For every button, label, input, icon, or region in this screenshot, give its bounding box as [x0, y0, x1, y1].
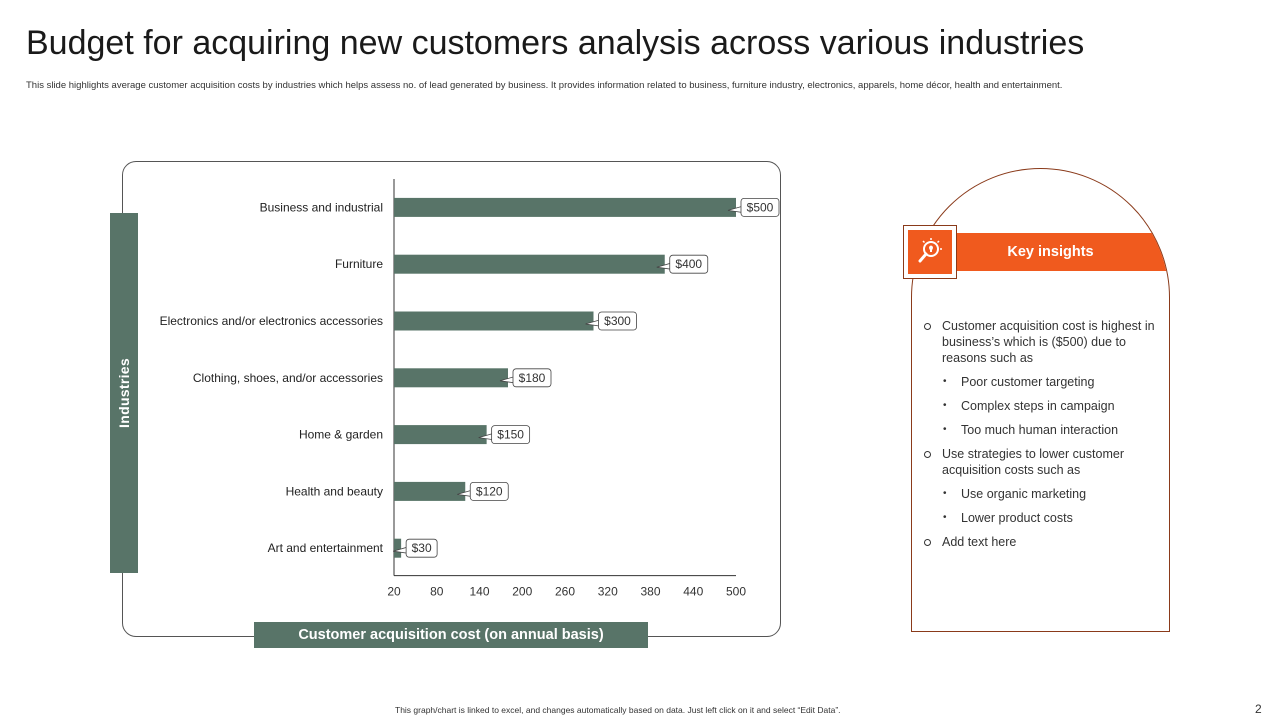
x-tick-label: 380: [640, 585, 660, 599]
page-number: 2: [1255, 702, 1262, 716]
bar: [394, 368, 508, 388]
data-label-text: $180: [519, 371, 546, 385]
data-label: $300: [585, 311, 637, 331]
insights-icon-background: [908, 230, 952, 274]
insight-subpoint: Complex steps in campaign: [921, 398, 1161, 414]
x-tick-label: 20: [387, 585, 401, 599]
data-label-text: $500: [747, 200, 774, 214]
data-label-box: [405, 538, 438, 558]
bar: [394, 197, 736, 217]
data-label-text: $300: [604, 314, 631, 328]
category-label: Home & garden: [299, 428, 383, 442]
data-label-box: [512, 368, 552, 388]
category-label: Electronics and/or electronics accessori…: [160, 314, 383, 328]
data-label-text: $30: [412, 541, 432, 555]
category-label: Furniture: [335, 257, 383, 271]
x-tick-label: 140: [469, 585, 489, 599]
data-label: $500: [727, 197, 780, 217]
footnote: This graph/chart is linked to excel, and…: [395, 705, 841, 715]
x-tick-label: 80: [430, 585, 444, 599]
data-label-box: [491, 425, 531, 445]
x-tick-label: 440: [683, 585, 703, 599]
x-tick-label: 500: [726, 585, 746, 599]
category-label: Business and industrial: [260, 200, 383, 214]
bar: [394, 311, 594, 331]
data-label-text: $120: [476, 484, 503, 498]
insights-icon-box: [903, 225, 957, 279]
lightbulb-magnifier-icon: [918, 238, 942, 263]
insight-subpoint: Use organic marketing: [921, 486, 1161, 502]
page-subtitle: This slide highlights average customer a…: [26, 80, 1063, 91]
bar: [394, 425, 487, 445]
insight-point: Customer acquisition cost is highest in …: [921, 318, 1161, 366]
bar: [394, 254, 665, 274]
x-tick-label: 320: [598, 585, 618, 599]
data-label: $180: [499, 368, 552, 388]
data-label-text: $400: [675, 257, 702, 271]
insight-subpoint: Too much human interaction: [921, 422, 1161, 438]
data-label-box: [598, 311, 637, 331]
data-label: $30: [393, 538, 438, 558]
bar: [394, 481, 466, 501]
data-label: $400: [656, 254, 709, 274]
data-label-box: [740, 197, 780, 217]
y-axis-title-band: Industries: [110, 213, 138, 573]
category-label: Health and beauty: [286, 484, 383, 498]
data-label: $120: [457, 481, 509, 501]
insight-point: Add text here: [921, 534, 1161, 550]
data-label-text: $150: [497, 428, 524, 442]
x-tick-label: 260: [555, 585, 575, 599]
insight-point: Use strategies to lower customer acquisi…: [921, 446, 1161, 478]
insights-list: Customer acquisition cost is highest in …: [921, 318, 1161, 558]
insight-subpoint: Poor customer targeting: [921, 374, 1161, 390]
category-label: Clothing, shoes, and/or accessories: [193, 371, 383, 385]
page-title: Budget for acquiring new customers analy…: [26, 24, 1085, 62]
chart-frame: [122, 161, 781, 637]
data-label-box: [469, 481, 509, 501]
data-label-box: [669, 254, 709, 274]
insight-subpoint: Lower product costs: [921, 510, 1161, 526]
category-label: Art and entertainment: [268, 541, 384, 555]
bar: [394, 538, 402, 558]
data-label: $150: [478, 425, 531, 445]
x-tick-label: 200: [512, 585, 532, 599]
x-axis-title: Customer acquisition cost (on annual bas…: [254, 622, 648, 648]
